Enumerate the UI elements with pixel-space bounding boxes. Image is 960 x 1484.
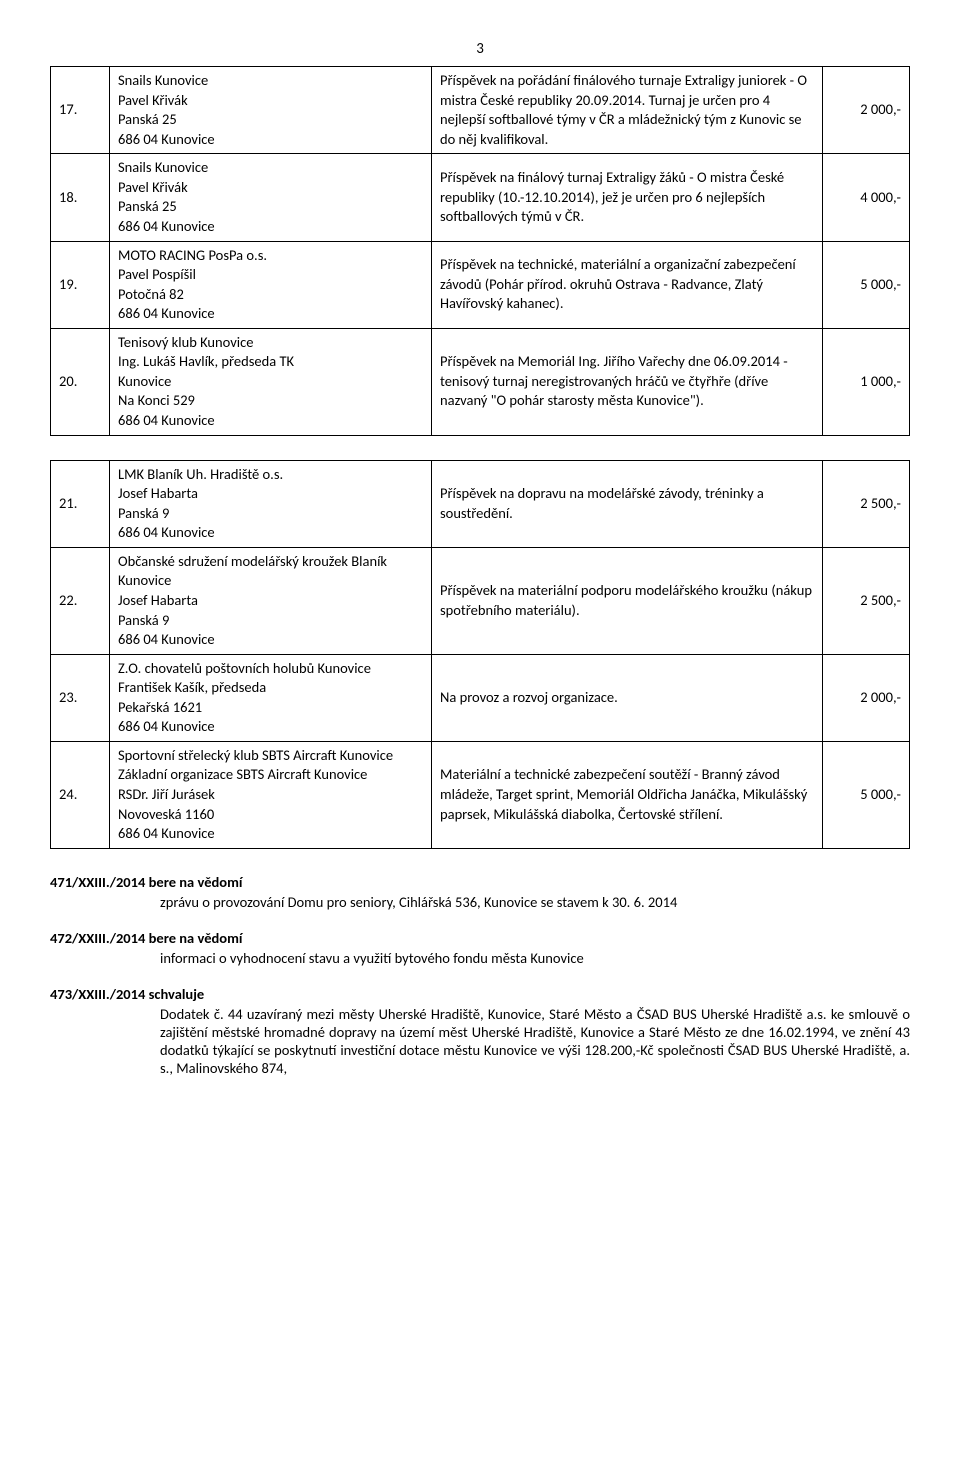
row-description: Příspěvek na dopravu na modelářské závod…	[432, 460, 823, 547]
row-entity: Sportovní střelecký klub SBTS Aircraft K…	[110, 741, 432, 848]
row-amount: 1 000,-	[823, 328, 910, 435]
row-amount: 5 000,-	[823, 741, 910, 848]
row-description: Příspěvek na finálový turnaj Extraligy ž…	[432, 154, 823, 241]
row-entity: Z.O. chovatelů poštovních holubů Kunovic…	[110, 654, 432, 741]
table-row: 19.MOTO RACING PosPa o.s.Pavel PospíšilP…	[51, 241, 910, 328]
row-amount: 5 000,-	[823, 241, 910, 328]
row-description: Příspěvek na materiální podporu modelářs…	[432, 547, 823, 654]
resolution-block: 471/XXIII./2014 bere na vědomí zprávu o p…	[50, 873, 910, 911]
table-row: 20.Tenisový klub KunoviceIng. Lukáš Havl…	[51, 328, 910, 435]
table-row: 17.Snails KunovicePavel KřivákPanská 256…	[51, 67, 910, 154]
row-description: Příspěvek na Memoriál Ing. Jiřího Vařech…	[432, 328, 823, 435]
grants-table-2: 21.LMK Blaník Uh. Hradiště o.s.Josef Hab…	[50, 460, 910, 849]
resolution-block: 472/XXIII./2014 bere na vědomí informaci …	[50, 929, 910, 967]
table-row: 18.Snails KunovicePavel KřivákPanská 256…	[51, 154, 910, 241]
row-amount: 2 000,-	[823, 67, 910, 154]
table-row: 24.Sportovní střelecký klub SBTS Aircraf…	[51, 741, 910, 848]
row-amount: 4 000,-	[823, 154, 910, 241]
row-number: 20.	[51, 328, 110, 435]
row-description: Materiální a technické zabezpečení soutě…	[432, 741, 823, 848]
resolution-heading: 472/XXIII./2014 bere na vědomí	[50, 929, 242, 947]
table-row: 22.Občanské sdružení modelářský kroužek …	[51, 547, 910, 654]
row-entity: Občanské sdružení modelářský kroužek Bla…	[110, 547, 432, 654]
row-number: 21.	[51, 460, 110, 547]
row-number: 23.	[51, 654, 110, 741]
row-number: 19.	[51, 241, 110, 328]
row-entity: LMK Blaník Uh. Hradiště o.s.Josef Habart…	[110, 460, 432, 547]
row-entity: Snails KunovicePavel KřivákPanská 25686 …	[110, 67, 432, 154]
row-description: Na provoz a rozvoj organizace.	[432, 654, 823, 741]
table-row: 21.LMK Blaník Uh. Hradiště o.s.Josef Hab…	[51, 460, 910, 547]
row-description: Příspěvek na pořádání finálového turnaje…	[432, 67, 823, 154]
page-number: 3	[50, 40, 910, 58]
resolution-block: 473/XXIII./2014 schvaluje Dodatek č. 44 u…	[50, 985, 910, 1077]
row-amount: 2 000,-	[823, 654, 910, 741]
resolution-body: informaci o vyhodnocení stavu a využití …	[160, 949, 910, 967]
row-number: 24.	[51, 741, 110, 848]
row-amount: 2 500,-	[823, 460, 910, 547]
grants-table-1: 17.Snails KunovicePavel KřivákPanská 256…	[50, 66, 910, 436]
row-amount: 2 500,-	[823, 547, 910, 654]
row-entity: MOTO RACING PosPa o.s.Pavel PospíšilPoto…	[110, 241, 432, 328]
resolution-body: zprávu o provozování Domu pro seniory, C…	[160, 893, 910, 911]
row-entity: Tenisový klub KunoviceIng. Lukáš Havlík,…	[110, 328, 432, 435]
table-row: 23.Z.O. chovatelů poštovních holubů Kuno…	[51, 654, 910, 741]
resolution-heading: 473/XXIII./2014 schvaluje	[50, 985, 204, 1003]
row-entity: Snails KunovicePavel KřivákPanská 25686 …	[110, 154, 432, 241]
row-number: 18.	[51, 154, 110, 241]
row-description: Příspěvek na technické, materiální a org…	[432, 241, 823, 328]
resolution-body: Dodatek č. 44 uzavíraný mezi městy Uhers…	[160, 1005, 910, 1077]
resolution-heading: 471/XXIII./2014 bere na vědomí	[50, 873, 242, 891]
row-number: 17.	[51, 67, 110, 154]
row-number: 22.	[51, 547, 110, 654]
